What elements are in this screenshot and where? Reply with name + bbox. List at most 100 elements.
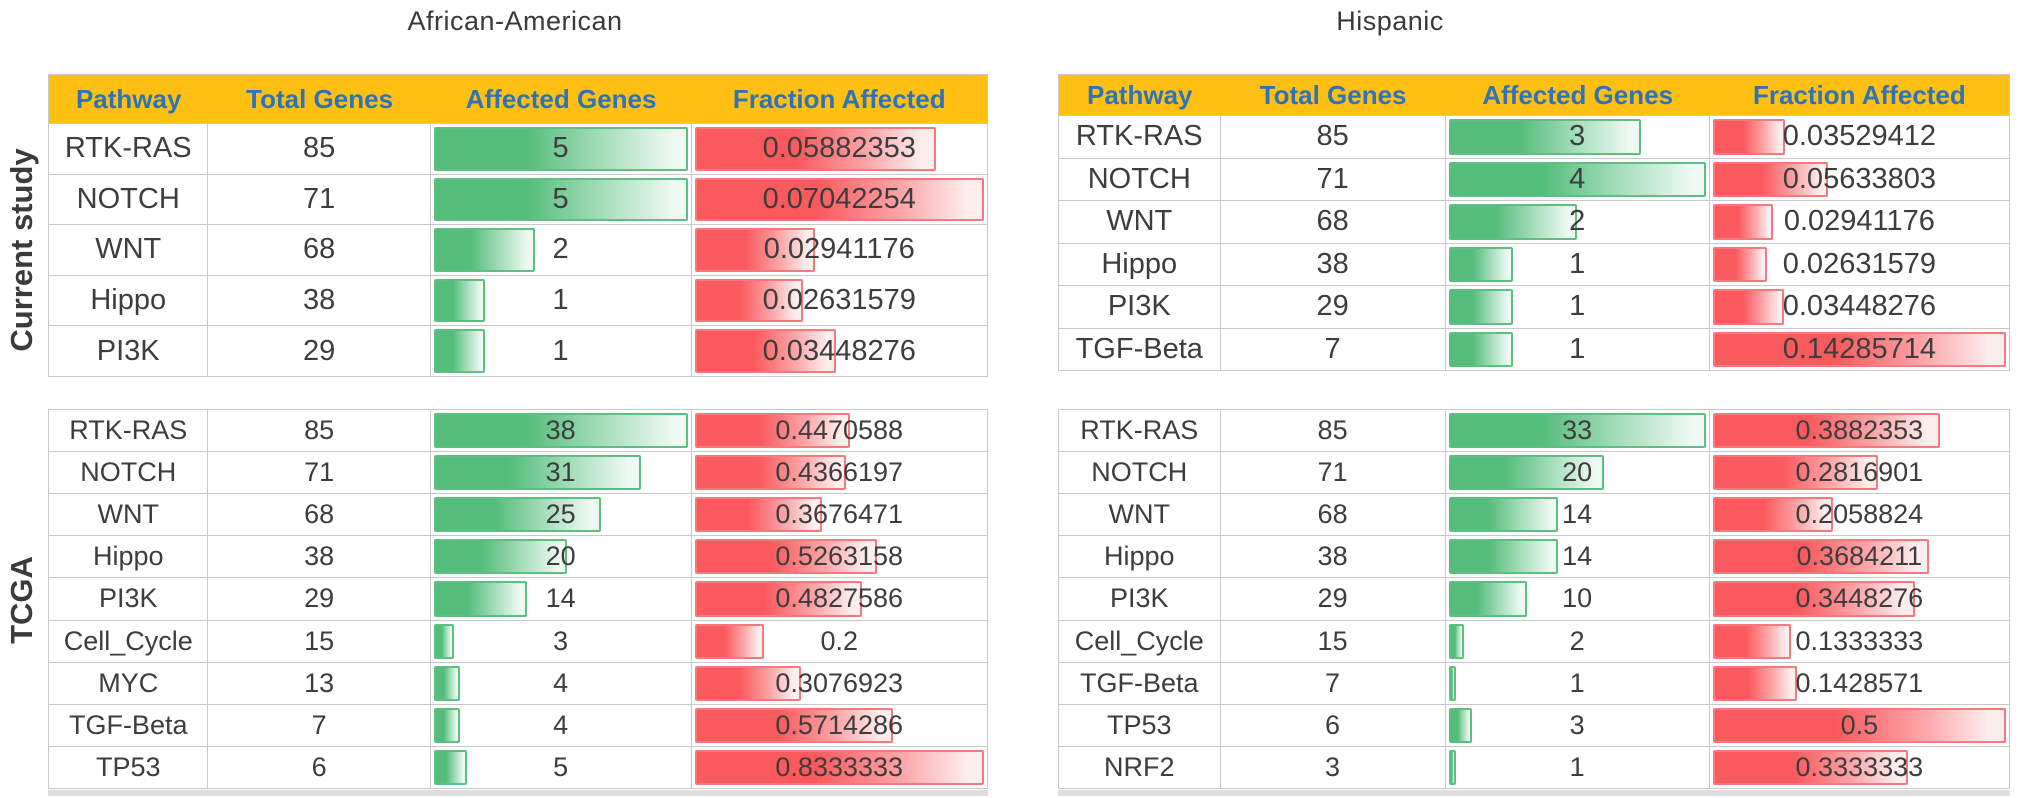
total-genes-cell: 29 (1221, 578, 1446, 620)
pathway-cell: WNT (49, 225, 209, 275)
affected-genes-data-bar (1448, 413, 1706, 449)
column-header-total-genes: Total Genes (1259, 79, 1407, 110)
affected-genes-data-bar (433, 455, 641, 491)
fraction-affected-value: 0.3333333 (1795, 751, 1924, 782)
affected-genes-cell: 2 (431, 225, 692, 275)
pathway-cell: RTK-RAS (1059, 116, 1221, 158)
affected-genes-cell: 2 (1446, 201, 1710, 243)
affected-genes-cell: 5 (431, 746, 692, 788)
affected-genes-value: 4 (553, 667, 569, 698)
fraction-affected-data-bar (1712, 331, 2006, 367)
pathway-cell: NOTCH (1059, 158, 1221, 200)
table-row-pi3k: PI3K 29 10 0.3448276 (1059, 577, 2009, 620)
pathway-cell: Hippo (49, 536, 209, 578)
fraction-affected-data-bar (694, 278, 803, 323)
affected-genes-value: 14 (1562, 541, 1593, 572)
fraction-affected-cell: 0.14285714 (1710, 329, 2009, 371)
fraction-affected-value: 0.3882353 (1795, 415, 1924, 446)
affected-genes-cell: 4 (1446, 158, 1710, 200)
fraction-affected-value: 0.05882353 (762, 132, 916, 165)
affected-genes-cell: 1 (1446, 328, 1710, 370)
fraction-affected-cell: 0.8333333 (692, 747, 987, 788)
affected-genes-cell: 3 (1446, 704, 1710, 746)
affected-genes-data-bar (1448, 119, 1642, 155)
fraction-affected-cell: 0.3448276 (1710, 578, 2009, 619)
table-row-rtk-ras: RTK-RAS 85 5 0.05882353 (49, 123, 987, 174)
pathway-cell: TGF-Beta (1059, 662, 1221, 704)
pathway-cell: TGF-Beta (49, 704, 209, 746)
total-genes-cell: 38 (1221, 243, 1446, 285)
fraction-affected-value: 0.02631579 (762, 284, 916, 317)
affected-genes-cell: 1 (1446, 286, 1710, 328)
affected-genes-data-bar (1448, 331, 1513, 367)
table-hispanic-current-study: Pathway Total Genes Affected Genes Fraction… (1058, 74, 2010, 371)
table-row-notch: NOTCH 71 31 0.4366197 (49, 451, 987, 494)
total-genes-cell: 6 (208, 746, 431, 788)
column-header-pathway: Pathway (75, 83, 182, 114)
fraction-affected-data-bar (1712, 246, 1767, 282)
affected-genes-value: 4 (553, 709, 569, 740)
fraction-affected-value: 0.03448276 (762, 334, 916, 367)
total-genes-cell: 6 (1221, 704, 1446, 746)
fraction-affected-cell: 0.1333333 (1710, 621, 2009, 662)
fraction-affected-data-bar (694, 665, 802, 701)
table-african-american-tcga: RTK-RAS 85 38 0.4470588 NOTCH 71 31 0.4366197 WN… (48, 409, 988, 796)
fraction-affected-value: 0.03529412 (1782, 120, 1936, 153)
total-genes-cell: 38 (208, 536, 431, 578)
table-row-notch: NOTCH 71 4 0.05633803 (1059, 157, 2009, 200)
fraction-affected-cell: 0.3882353 (1710, 410, 2009, 451)
affected-genes-cell: 10 (1446, 578, 1710, 620)
pathway-cell: Hippo (49, 275, 209, 326)
total-genes-cell: 13 (208, 662, 431, 704)
affected-genes-value: 5 (553, 751, 569, 782)
affected-genes-value: 20 (545, 541, 576, 572)
fraction-affected-cell: 0.5714286 (692, 705, 987, 746)
affected-genes-data-bar (433, 413, 688, 449)
affected-genes-cell: 1 (431, 326, 692, 376)
fraction-affected-cell: 0.5 (1710, 705, 2009, 746)
pathway-cell: PI3K (1059, 578, 1221, 620)
affected-genes-value: 2 (1569, 205, 1586, 238)
total-genes-cell: 71 (208, 174, 431, 225)
affected-genes-data-bar (433, 497, 601, 533)
affected-genes-data-bar (433, 228, 536, 272)
fraction-affected-value: 0.3684211 (1796, 541, 1923, 572)
fraction-affected-data-bar (1712, 539, 1929, 575)
column-header-affected-genes: Affected Genes (465, 83, 657, 114)
panel-african-american: African-American Pathway Total Genes Affec… (48, 0, 988, 798)
fraction-affected-value: 0.3448276 (1795, 583, 1924, 614)
affected-genes-value: 10 (1562, 583, 1593, 614)
column-header-fraction-affected: Fraction Affected (732, 83, 946, 114)
table-row-myc: MYC 13 4 0.3076923 (49, 661, 987, 704)
affected-genes-data-bar (433, 127, 688, 171)
affected-genes-value: 1 (552, 284, 569, 317)
fraction-affected-data-bar (1712, 413, 1941, 449)
fraction-affected-data-bar (694, 497, 823, 533)
affected-genes-value: 5 (552, 182, 569, 215)
fraction-affected-data-bar (1712, 161, 1829, 197)
affected-genes-data-bar (433, 707, 461, 743)
table-row-hippo: Hippo 38 1 0.02631579 (49, 274, 987, 326)
fraction-affected-data-bar (694, 228, 816, 272)
fraction-affected-data-bar (694, 329, 837, 373)
table-row-wnt: WNT 68 2 0.02941176 (49, 224, 987, 275)
table-row-hippo: Hippo 38 1 0.02631579 (1059, 242, 2009, 285)
total-genes-cell: 29 (208, 578, 431, 620)
fraction-affected-value: 0.02941176 (1783, 205, 1935, 238)
pathway-cell: WNT (49, 494, 209, 536)
fraction-affected-value: 0.14285714 (1782, 332, 1936, 365)
total-genes-cell: 29 (208, 326, 431, 376)
table-row-pi3k: PI3K 29 14 0.4827586 (49, 577, 987, 620)
fraction-affected-data-bar (1712, 623, 1791, 659)
fraction-affected-data-bar (694, 413, 850, 449)
affected-genes-value: 1 (1569, 332, 1586, 365)
total-genes-cell: 68 (208, 225, 431, 275)
fraction-affected-cell: 0.3684211 (1710, 536, 2009, 577)
table-row-tgf-beta: TGF-Beta 7 4 0.5714286 (49, 703, 987, 746)
total-genes-cell: 7 (1221, 328, 1446, 370)
affected-genes-data-bar (433, 665, 461, 701)
affected-genes-value: 3 (1569, 120, 1586, 153)
affected-genes-data-bar (1448, 204, 1578, 240)
pathway-cell: NOTCH (49, 174, 209, 225)
